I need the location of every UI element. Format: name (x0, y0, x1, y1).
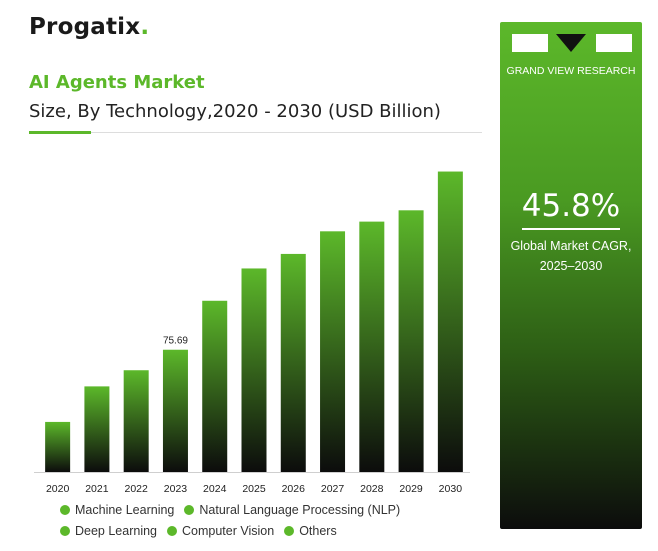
data-label-2023: 75.69 (163, 336, 188, 347)
gvr-logo-left-box (512, 34, 548, 52)
title-accent-rule (29, 131, 91, 134)
bar-2030 (437, 171, 463, 473)
x-tick-label-2025: 2025 (242, 483, 266, 495)
bar-2025 (241, 268, 267, 472)
cagr-label: Global Market CAGR, 2025–2030 (510, 239, 632, 273)
legend-dot-icon (60, 505, 70, 515)
x-tick-label-2022: 2022 (125, 483, 149, 495)
x-tick-label-2029: 2029 (399, 483, 423, 495)
gvr-logo-triangle-icon (556, 34, 586, 52)
bar-2021 (84, 386, 110, 472)
chart-subtitle: Size, By Technology,2020 - 2030 (USD Bil… (29, 101, 441, 122)
bar-2026 (280, 253, 306, 472)
legend-item-deep-learning: Deep Learning (60, 524, 157, 538)
legend-dot-icon (184, 505, 195, 515)
cagr-value: 45.8% (521, 188, 621, 224)
x-tick-label-2027: 2027 (321, 483, 345, 495)
x-tick-label-2024: 2024 (203, 483, 227, 495)
bar-2028 (359, 221, 385, 472)
legend-dot-icon (60, 526, 70, 536)
legend-item-computer-vision: Computer Vision (167, 524, 274, 538)
bar-chart: 2020 2021 2022 2023 2024 2025 2026 2027 2028 2029… (34, 171, 470, 495)
gvr-logo-right-box (596, 34, 632, 52)
bar-2023 (162, 349, 188, 472)
x-tick-label-2023: 2023 (164, 483, 188, 495)
cagr-panel: GRAND VIEW RESEARCH 45.8% Global Market … (500, 22, 642, 529)
source-label: GRAND VIEW RESEARCH (506, 65, 636, 77)
cagr-divider (522, 228, 620, 230)
legend-item-others: Others (284, 524, 337, 538)
x-tick-label-2030: 2030 (439, 483, 463, 495)
legend-row-1: Machine Learning Natural Language Proces… (60, 503, 400, 517)
bar-2020 (45, 421, 71, 472)
legend-item-nlp: Natural Language Processing (NLP) (184, 503, 400, 517)
legend-row-2: Deep Learning Computer Vision Others (60, 524, 337, 538)
title-divider (91, 132, 482, 133)
bar-2022 (123, 370, 149, 472)
legend-dot-icon (167, 526, 178, 536)
legend-item-machine-learning: Machine Learning (60, 503, 174, 517)
bar-2027 (320, 231, 346, 472)
x-tick-label-2020: 2020 (46, 483, 70, 495)
bar-2029 (398, 210, 424, 473)
legend-dot-icon (284, 526, 295, 536)
x-tick-label-2021: 2021 (85, 483, 109, 495)
x-tick-label-2026: 2026 (282, 483, 306, 495)
x-tick-label-2028: 2028 (360, 483, 384, 495)
bar-2024 (202, 300, 228, 472)
chart-title: AI Agents Market (29, 72, 205, 93)
brand-logo: Progatix. (29, 14, 150, 40)
